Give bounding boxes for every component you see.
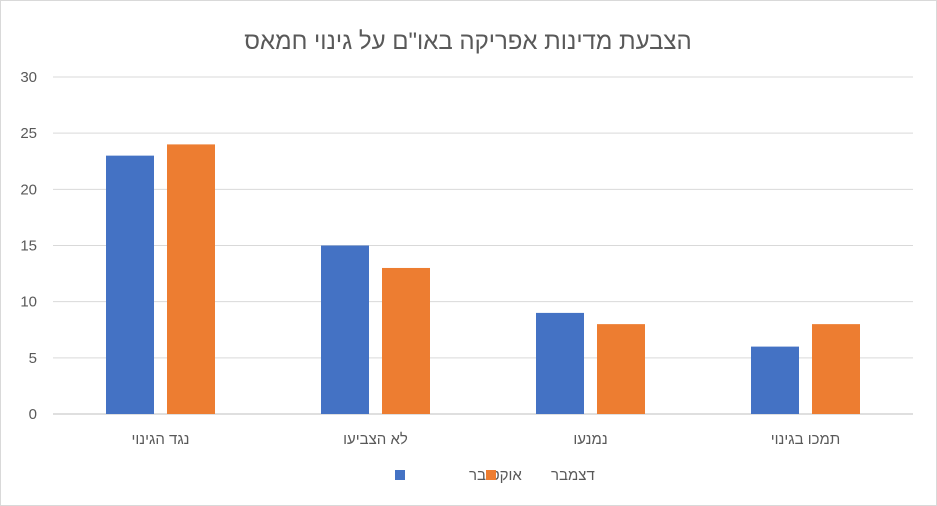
legend: אוקטוברדצמבר [395,467,595,484]
bar [382,267,430,414]
y-axis: 0 5 10 15 20 25 30 [20,69,37,423]
bar [321,245,369,414]
bar [597,324,645,414]
bar [106,155,154,414]
y-tick-label: 0 [29,406,37,423]
y-tick-label: 30 [20,69,37,86]
x-category-label: לא הצביעו [343,431,408,448]
y-tick-label: 15 [20,238,37,255]
bars [106,144,860,414]
bar [536,312,584,414]
y-tick-label: 25 [20,125,37,142]
bar [812,324,860,414]
y-tick-label: 5 [29,350,37,367]
x-category-label: נגד הגינוי [131,431,189,448]
chart-title: הצבעת מדינות אפריקה באו"ם על גינוי חמאס [244,28,691,55]
y-tick-label: 10 [20,294,37,311]
x-category-label: נמנעו [573,431,607,448]
bar [751,346,799,414]
legend-swatch [395,470,405,480]
legend-swatch [486,470,496,480]
x-axis: נגד הגינוי לא הצביעו נמנעו תמכו בגינוי [131,431,840,448]
legend-label: דצמבר [551,467,595,484]
bar [167,144,215,414]
y-tick-label: 20 [20,181,37,198]
x-category-label: תמכו בגינוי [771,431,840,448]
